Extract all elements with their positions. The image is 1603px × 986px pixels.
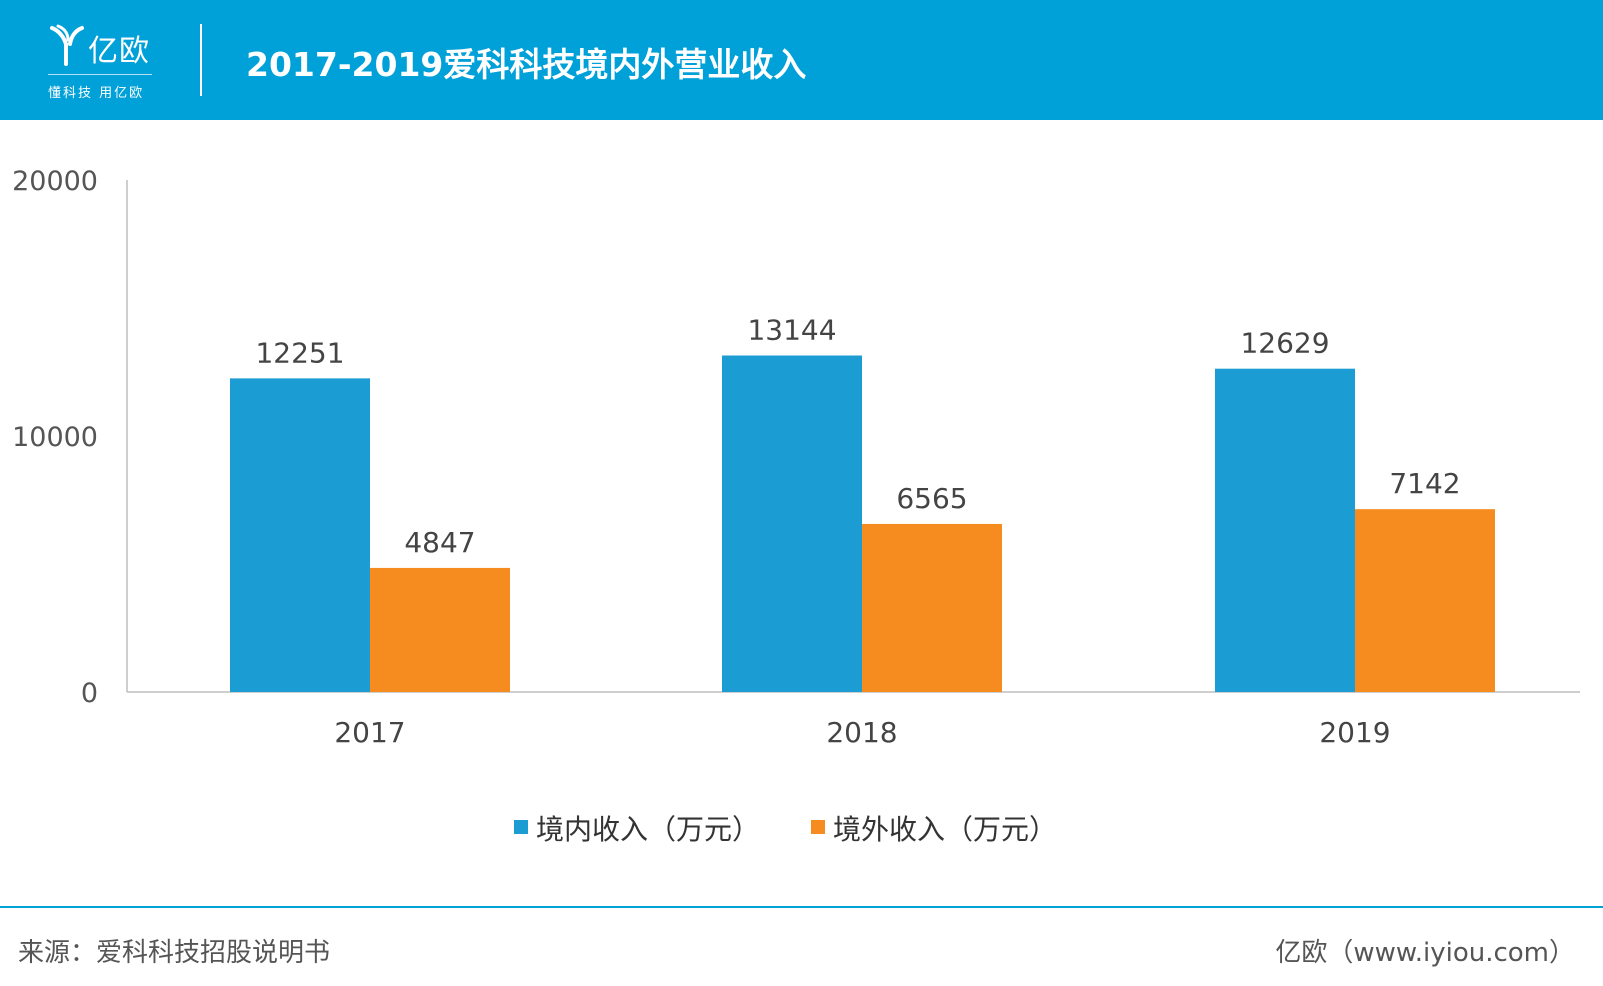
page-title: 2017-2019爱科科技境内外营业收入 [246,45,807,84]
legend-label-overseas: 境外收入（万元） [833,813,1058,846]
header-banner: 亿欧 懂科技 用亿欧 2017-2019爱科科技境内外营业收入 [0,0,1603,120]
bar-overseas-2018 [862,523,1002,692]
y-tick-label: 0 [81,678,98,709]
data-label: 4847 [404,526,475,559]
legend-swatch-domestic [514,820,528,834]
footer-divider [0,906,1603,908]
bar-chart: 0 10000 20000 12251 4847 2017 13144 6565 2018 126… [12,166,1580,749]
logo-name: 亿欧 [88,34,150,69]
yiou-logo-icon [50,24,84,66]
logo-divider [48,74,152,75]
x-tick-label: 2019 [1319,716,1390,749]
data-label: 13144 [747,314,836,347]
brand-credit: 亿欧（www.iyiou.com） [1275,938,1575,968]
legend-label-domestic: 境内收入（万元） [536,813,761,846]
data-label: 12251 [255,336,344,369]
y-tick-label: 10000 [12,422,98,453]
data-label: 7142 [1389,467,1460,500]
bar-domestic-2017 [230,378,370,692]
x-tick-label: 2018 [826,716,897,749]
y-tick-label: 20000 [12,166,98,197]
bar-overseas-2017 [370,567,510,692]
source-note: 来源：爱科科技招股说明书 [18,938,331,968]
data-label: 12629 [1240,327,1329,360]
yiou-logo: 亿欧 懂科技 用亿欧 [48,22,158,101]
bar-domestic-2018 [722,355,862,692]
chart-legend: 境内收入（万元） 境外收入（万元） [0,806,1603,846]
data-label: 6565 [896,482,967,515]
bar-domestic-2019 [1215,368,1355,692]
logo-slogan: 懂科技 用亿欧 [48,86,145,101]
bar-overseas-2019 [1355,509,1495,692]
header-divider [200,24,202,96]
legend-swatch-overseas [811,820,825,834]
x-tick-label: 2017 [334,716,405,749]
